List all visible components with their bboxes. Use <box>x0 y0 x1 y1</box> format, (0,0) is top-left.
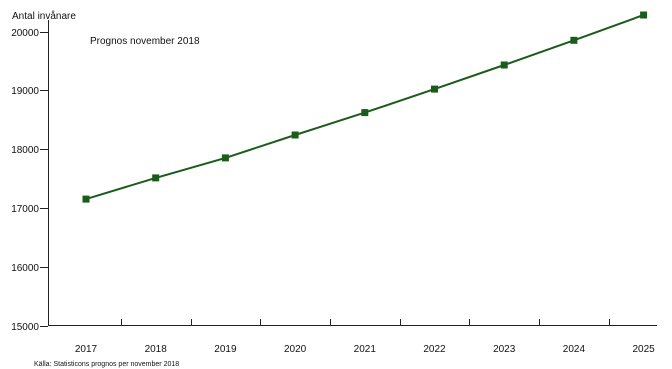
data-point-marker <box>361 109 369 117</box>
data-point-marker <box>82 195 90 203</box>
data-point-marker <box>221 154 229 162</box>
data-point-marker <box>570 36 578 44</box>
data-point-marker <box>640 11 648 19</box>
y-axis-ticks: 15000 16000 17000 18000 19000 20000 <box>11 28 48 333</box>
x-tick-label: 2018 <box>145 344 168 355</box>
x-tick-label: 2023 <box>493 344 516 355</box>
y-tick-label: 15000 <box>11 322 39 333</box>
y-tick-label: 16000 <box>11 263 39 274</box>
y-tick-label: 18000 <box>11 145 39 156</box>
series-markers <box>82 11 648 203</box>
chart-annotation: Prognos november 2018 <box>90 36 200 47</box>
data-point-marker <box>431 85 438 93</box>
x-tick-label: 2017 <box>75 344 98 355</box>
y-tick-label: 20000 <box>11 28 39 39</box>
x-axis-ticks: 2017 2018 2019 2020 2021 2022 2023 2024 2025 <box>75 319 655 355</box>
source-note: Källa: Statisticons prognos per november… <box>34 361 179 368</box>
x-tick-label: 2025 <box>632 344 655 355</box>
y-tick-label: 17000 <box>11 204 39 215</box>
data-point-marker <box>291 131 299 139</box>
data-point-marker <box>152 174 160 182</box>
y-tick-label: 19000 <box>11 86 39 97</box>
y-axis-label: Antal invånare <box>12 10 76 22</box>
x-tick-label: 2024 <box>563 344 586 355</box>
data-point-marker <box>500 61 508 69</box>
x-tick-label: 2019 <box>214 344 237 355</box>
x-tick-label: 2021 <box>354 344 377 355</box>
x-tick-label: 2020 <box>284 344 307 355</box>
x-tick-label: 2022 <box>423 344 446 355</box>
